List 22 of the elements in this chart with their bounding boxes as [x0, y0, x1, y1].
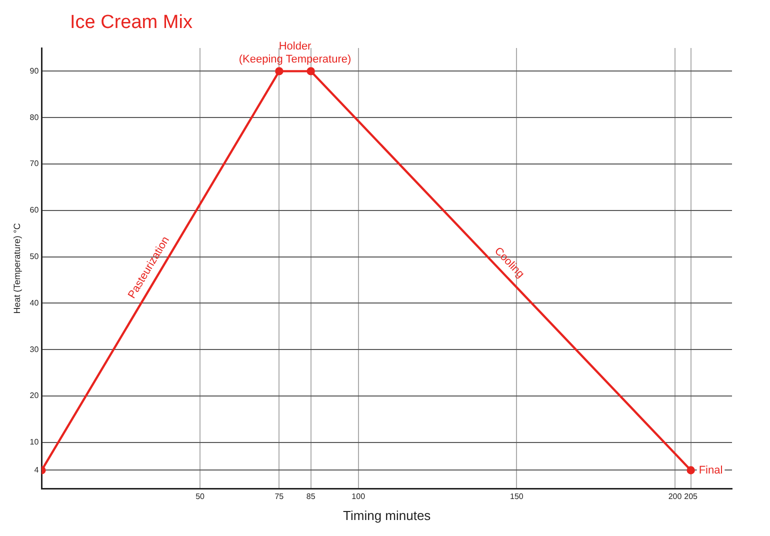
- x-tick-label: 75: [274, 492, 284, 501]
- x-tick-label: 205: [684, 492, 698, 501]
- x-axis-title: Timing minutes: [343, 508, 432, 523]
- x-tick-label: 50: [196, 492, 206, 501]
- x-tick-label: 100: [352, 492, 366, 501]
- y-tick-label: 60: [30, 206, 40, 215]
- annotation: Final: [698, 464, 723, 476]
- x-tick-label: 85: [306, 492, 316, 501]
- y-tick-label: 30: [30, 344, 40, 354]
- annotation: Holder (Keeping Temperature): [238, 40, 352, 66]
- chart-title: Ice Cream Mix: [70, 12, 192, 34]
- x-tick-label: 150: [510, 492, 524, 501]
- y-tick-label: 20: [30, 391, 40, 400]
- y-tick-label: 70: [30, 159, 40, 168]
- y-tick-label: 40: [30, 298, 40, 308]
- y-tick-label: 90: [30, 66, 40, 76]
- y-tick-label: 10: [30, 438, 40, 447]
- y-tick-label: 50: [30, 252, 40, 262]
- y-tick-label: 4: [34, 465, 40, 474]
- x-tick-label: 200: [668, 492, 682, 501]
- y-tick-label: 80: [30, 112, 40, 122]
- y-axis-title: Heat (Temperature) °C: [12, 222, 22, 314]
